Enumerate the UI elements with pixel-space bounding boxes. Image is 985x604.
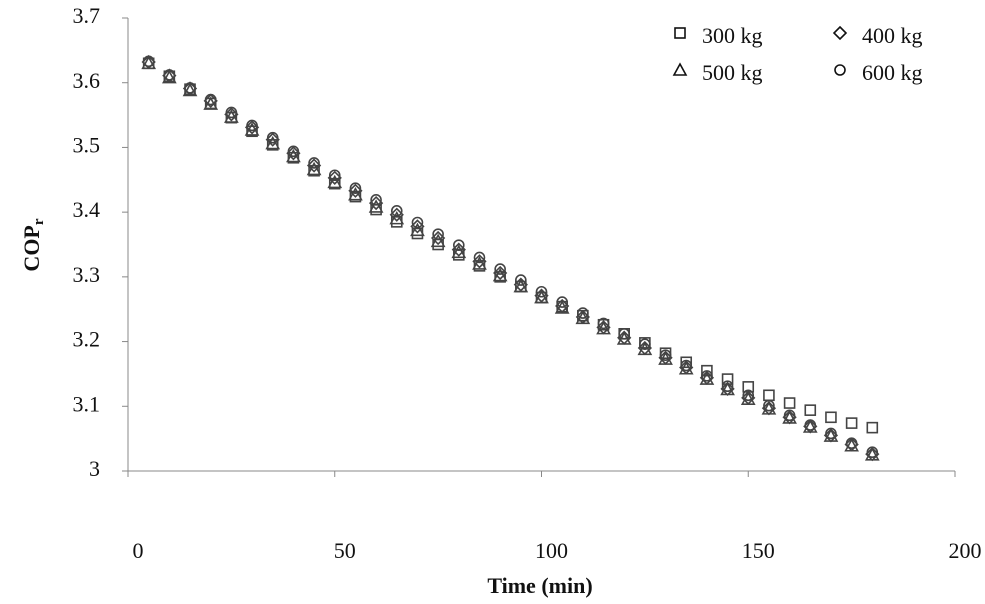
y-axis-label-sub: r	[31, 218, 47, 225]
legend-marker	[834, 27, 846, 39]
y-tick-label: 3.1	[73, 391, 101, 416]
legend-marker	[675, 28, 685, 38]
x-tick-label: 150	[742, 538, 775, 563]
data-point	[392, 206, 402, 216]
y-tick-label: 3.4	[73, 197, 101, 222]
data-point	[805, 405, 815, 415]
data-point	[785, 398, 795, 408]
x-tick-label: 200	[949, 538, 982, 563]
x-tick-label: 0	[133, 538, 144, 563]
data-point	[764, 390, 774, 400]
legend-marker	[835, 65, 845, 75]
legend-label: 500 kg	[702, 60, 763, 85]
y-tick-label: 3.3	[73, 262, 101, 287]
x-tick-label: 50	[334, 538, 356, 563]
y-tick-label: 3	[89, 456, 100, 481]
y-axis-label: COPr	[19, 218, 47, 271]
data-point	[867, 423, 877, 433]
y-tick-label: 3.6	[73, 68, 101, 93]
y-tick-label: 3.5	[73, 132, 101, 157]
x-axis-label: Time (min)	[487, 573, 592, 598]
data-point	[412, 217, 422, 227]
y-axis-label-main: COP	[19, 225, 44, 271]
legend-label: 400 kg	[862, 23, 923, 48]
legend-label: 600 kg	[862, 60, 923, 85]
data-point	[826, 412, 836, 422]
chart: Time (min) COPr 3 3.1 3.2 3.3 3.4 3.5 3.6 3.7 0 5…	[0, 0, 985, 604]
y-tick-label: 3.7	[73, 3, 101, 28]
legend-label: 300 kg	[702, 23, 763, 48]
data-point	[847, 418, 857, 428]
y-tick-label: 3.2	[73, 327, 101, 352]
page: Time (min) COPr 3 3.1 3.2 3.3 3.4 3.5 3.6 3.7 0 5…	[0, 0, 985, 604]
x-tick-label: 100	[535, 538, 568, 563]
legend-marker	[674, 64, 686, 75]
